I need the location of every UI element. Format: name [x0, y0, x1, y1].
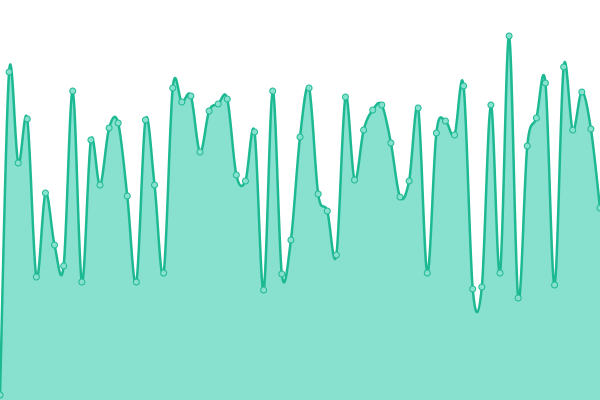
point [596, 204, 600, 212]
point [487, 101, 495, 109]
point [441, 117, 449, 125]
point [314, 190, 322, 198]
point [305, 84, 313, 92]
point [251, 128, 259, 136]
point [214, 100, 222, 108]
point [78, 278, 86, 286]
point [323, 207, 331, 215]
point [460, 82, 468, 90]
point [241, 177, 249, 185]
point [560, 63, 568, 71]
point [60, 262, 68, 270]
point [532, 114, 540, 122]
point [523, 142, 531, 150]
point [432, 129, 440, 137]
point [369, 106, 377, 114]
point [41, 189, 49, 197]
point [396, 193, 404, 201]
point [414, 104, 422, 112]
point [296, 133, 304, 141]
point [223, 95, 231, 103]
point [114, 119, 122, 127]
point [496, 269, 504, 277]
point [341, 93, 349, 101]
point [423, 269, 431, 277]
point [514, 294, 522, 302]
point [160, 269, 168, 277]
point [23, 115, 31, 123]
point [351, 176, 359, 184]
point [169, 84, 177, 92]
point [587, 125, 595, 133]
point [5, 68, 13, 76]
point [32, 273, 40, 281]
point [269, 87, 277, 95]
point [132, 278, 140, 286]
area-fill [0, 35, 600, 400]
point [196, 148, 204, 156]
point [141, 116, 149, 124]
point [260, 286, 268, 294]
point [541, 79, 549, 87]
point [332, 251, 340, 259]
point [123, 192, 131, 200]
point [451, 131, 459, 139]
point [387, 139, 395, 147]
point [96, 181, 104, 189]
point [569, 126, 577, 134]
point [278, 270, 286, 278]
point [469, 285, 477, 293]
point [0, 391, 4, 399]
point [187, 92, 195, 100]
point [205, 107, 213, 115]
point [151, 181, 159, 189]
point [578, 88, 586, 96]
point [360, 126, 368, 134]
point [178, 98, 186, 106]
point [87, 136, 95, 144]
point [287, 236, 295, 244]
point [105, 124, 113, 132]
point [51, 241, 59, 249]
point [405, 177, 413, 185]
point [69, 87, 77, 95]
point [551, 281, 559, 289]
point [232, 171, 240, 179]
point [378, 101, 386, 109]
point [478, 283, 486, 291]
point [505, 32, 513, 40]
point [14, 159, 22, 167]
